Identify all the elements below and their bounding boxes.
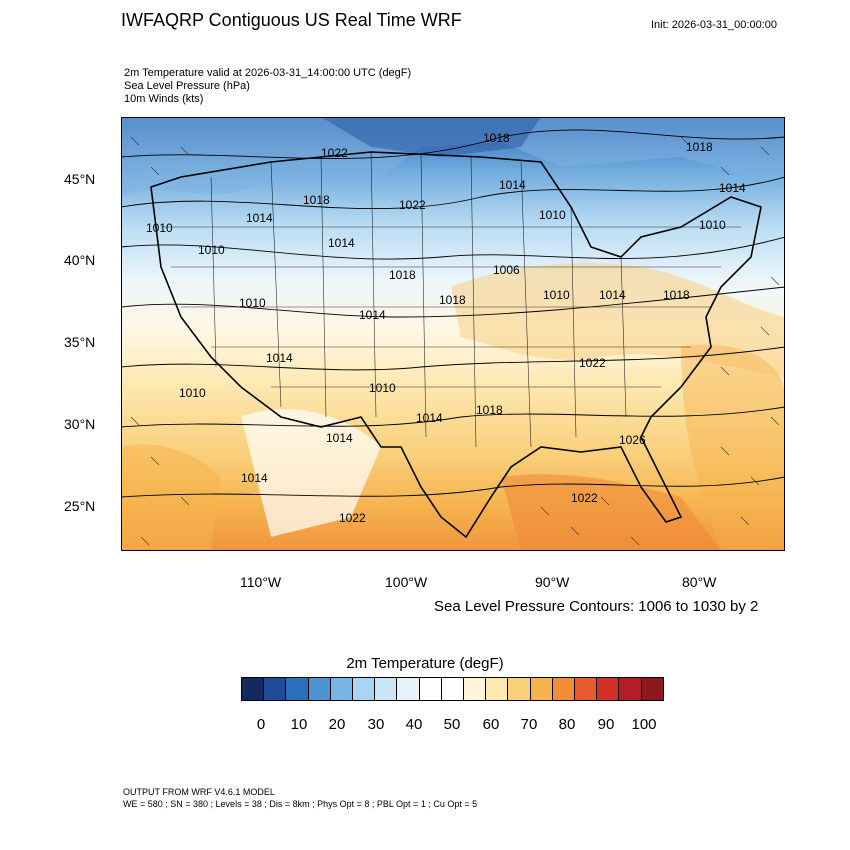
contour-label: 1014 [241, 471, 268, 485]
colorbar-swatch [530, 678, 553, 700]
contour-label: 1010 [543, 288, 570, 302]
footer-config: WE = 580 ; SN = 380 ; Levels = 38 ; Dis … [123, 799, 478, 809]
contour-label: 1014 [326, 431, 353, 445]
colorbar-swatch [397, 678, 420, 700]
colorbar-label: 80 [558, 716, 576, 733]
lon-label: 100°W [385, 574, 428, 590]
colorbar-label: 50 [443, 716, 461, 733]
contour-label: 1018 [476, 403, 503, 417]
colorbar-swatch [264, 678, 287, 700]
contour-label: 1010 [369, 381, 396, 395]
colorbar [241, 677, 664, 701]
contour-label: 1022 [339, 511, 366, 525]
colorbar-swatch [375, 678, 398, 700]
contour-label: 1014 [599, 288, 626, 302]
contour-label: 1014 [328, 236, 355, 250]
colorbar-swatch [419, 678, 442, 700]
contour-label: 1010 [539, 208, 566, 222]
contour-label: 1018 [483, 131, 510, 145]
map-panel: 1022 1018 1018 1010 1014 1022 1014 1010 … [121, 117, 785, 551]
colorbar-swatch [330, 678, 354, 700]
colorbar-swatch [464, 678, 487, 700]
colorbar-swatch [242, 678, 265, 700]
contour-label: 1022 [321, 146, 348, 160]
colorbar-label: 100 [631, 716, 657, 733]
contour-label: 1018 [389, 268, 416, 282]
colorbar-swatch [508, 678, 531, 700]
contour-label: 1010 [179, 386, 206, 400]
contour-label: 1018 [439, 293, 466, 307]
footer-model: OUTPUT FROM WRF V4.6.1 MODEL [123, 787, 275, 797]
colorbar-swatch [552, 678, 576, 700]
colorbar-label: 40 [405, 716, 423, 733]
subtitle-winds: 10m Winds (kts) [124, 93, 204, 105]
contour-label: 1010 [239, 296, 266, 310]
contour-label: 1010 [699, 218, 726, 232]
lon-label: 90°W [535, 574, 570, 590]
contour-note: Sea Level Pressure Contours: 1006 to 103… [434, 598, 759, 615]
lat-label: 45°N [64, 171, 96, 187]
colorbar-label: 20 [328, 716, 346, 733]
atlantic-warm-region [681, 344, 785, 551]
contour-label: 1006 [493, 263, 520, 277]
colorbar-label: 70 [520, 716, 538, 733]
colorbar-title: 2m Temperature (degF) [346, 655, 504, 672]
contour-label: 1014 [416, 411, 443, 425]
init-time: Init: 2026-03-31_00:00:00 [651, 19, 777, 31]
contour-label: 1014 [246, 211, 273, 225]
colorbar-label: 90 [597, 716, 615, 733]
contour-label: 1026 [619, 433, 646, 447]
contour-label: 1018 [663, 288, 690, 302]
contour-label: 1018 [303, 193, 330, 207]
cold-region [121, 117, 785, 197]
subtitle-temperature: 2m Temperature valid at 2026-03-31_14:00… [124, 67, 412, 79]
colorbar-label: 0 [256, 716, 266, 733]
contour-label: 1018 [686, 140, 713, 154]
contour-label: 1014 [719, 181, 746, 195]
colorbar-swatch [353, 678, 376, 700]
map-frame [121, 117, 785, 551]
colorbar-label: 60 [482, 716, 500, 733]
colorbar-label: 10 [290, 716, 308, 733]
lat-label: 35°N [64, 334, 96, 350]
lat-label: 40°N [64, 252, 96, 268]
contour-label: 1022 [399, 198, 426, 212]
contour-label-layer: 1022 1018 1018 1010 1014 1022 1014 1010 … [146, 131, 746, 525]
warm-region [451, 263, 785, 377]
contour-label: 1014 [499, 178, 526, 192]
chart-title: IWFAQRP Contiguous US Real Time WRF [121, 10, 462, 30]
colorbar-swatch [441, 678, 465, 700]
contour-label: 1014 [266, 351, 293, 365]
contour-label: 1014 [359, 308, 386, 322]
gulf-warm-region [501, 474, 721, 551]
wind-barbs [130, 136, 780, 546]
state-boundaries [161, 151, 741, 448]
colorbar-swatch [619, 678, 642, 700]
weather-map: 1022 1018 1018 1010 1014 1022 1014 1010 … [121, 117, 785, 551]
lon-label: 110°W [240, 574, 282, 590]
pressure-contours [121, 129, 785, 498]
colorbar-swatch [641, 678, 663, 700]
colorbar-swatch [486, 678, 509, 700]
lon-label: 80°W [682, 574, 717, 590]
colorbar-label: 30 [367, 716, 385, 733]
colorbar-swatch [308, 678, 331, 700]
subtitle-pressure: Sea Level Pressure (hPa) [124, 80, 250, 92]
us-outline [150, 151, 762, 539]
mountain-cool-region [241, 408, 381, 537]
cold-core [321, 117, 541, 157]
contour-label: 1022 [579, 356, 606, 370]
contour-label: 1022 [571, 491, 598, 505]
colorbar-swatch [597, 678, 620, 700]
lat-label: 25°N [64, 498, 96, 514]
lat-label: 30°N [64, 416, 96, 432]
colorbar-swatch [575, 678, 598, 700]
contour-label: 1010 [198, 243, 225, 257]
colorbar-swatch [286, 678, 309, 700]
pacific-warm-region [121, 444, 221, 551]
contour-label: 1010 [146, 221, 173, 235]
